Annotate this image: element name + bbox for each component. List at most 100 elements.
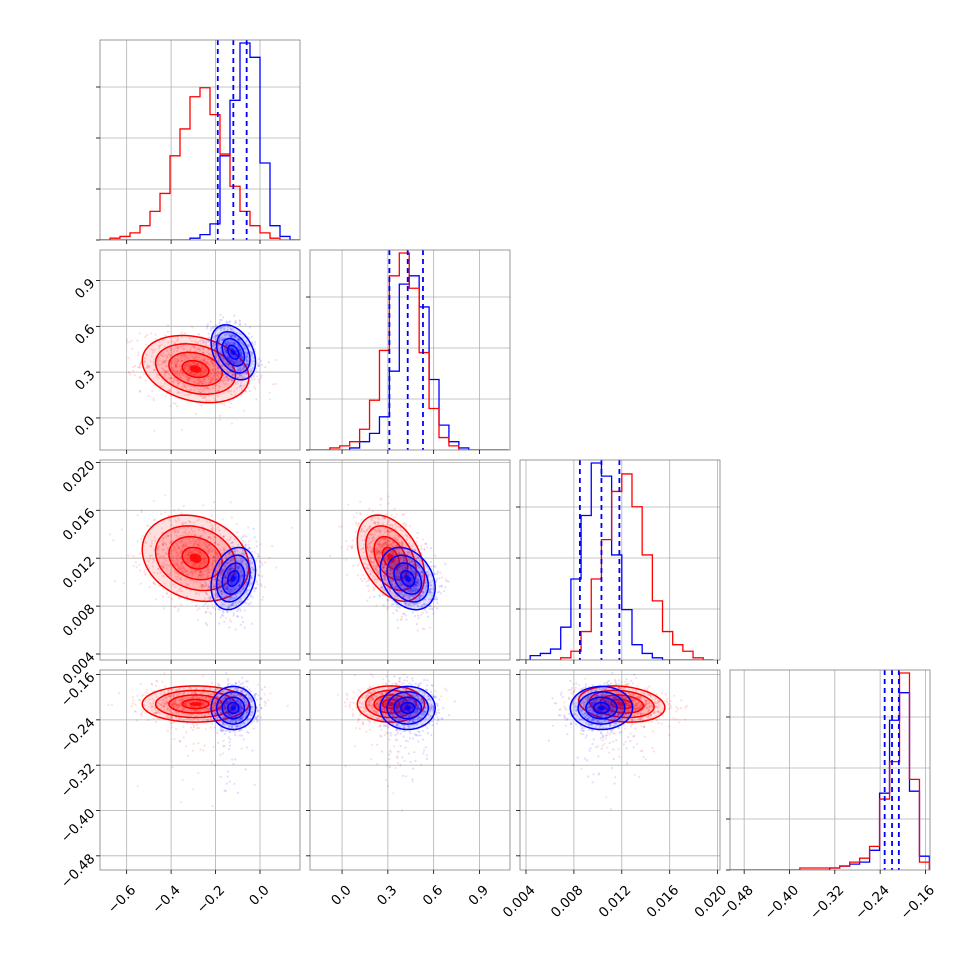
red-sample-point xyxy=(180,354,183,357)
blue-sample-point xyxy=(230,334,234,337)
red-sample-point xyxy=(410,576,413,580)
blue-sample-point xyxy=(223,564,226,568)
red-sample-point xyxy=(153,368,156,371)
blue-sample-point xyxy=(234,628,237,631)
red-sample-point xyxy=(182,543,185,546)
red-sample-point xyxy=(174,530,177,533)
red-sample-point xyxy=(179,576,183,579)
blue-sample-point xyxy=(233,342,236,345)
red-sample-point xyxy=(400,556,403,559)
blue-sample-point xyxy=(231,334,234,337)
red-sample-point xyxy=(400,618,403,621)
blue-sample-point xyxy=(230,353,233,356)
hist-panel-0 xyxy=(96,39,301,244)
red-sample-point xyxy=(200,585,204,588)
blue-sample-point xyxy=(247,343,250,346)
red-sample-point xyxy=(382,542,386,546)
red-sample-point xyxy=(180,549,183,552)
red-sample-point xyxy=(373,575,376,578)
red-sample-point xyxy=(185,532,188,535)
blue-sample-point xyxy=(244,323,247,326)
red-sample-point xyxy=(424,580,427,583)
blue-sample-point xyxy=(219,326,223,329)
red-sample-point xyxy=(260,561,263,564)
blue-sample-point xyxy=(411,589,414,593)
blue-sample-point xyxy=(232,583,235,586)
blue-sample-point xyxy=(250,360,253,363)
blue-sample-point xyxy=(237,338,240,341)
blue-sample-point xyxy=(226,587,229,590)
blue-sample-point xyxy=(212,342,215,345)
red-sample-point xyxy=(219,572,223,575)
blue-sample-point xyxy=(232,614,235,617)
red-sample-point xyxy=(262,596,265,599)
red-sample-point xyxy=(173,560,176,563)
blue-sample-point xyxy=(201,341,204,344)
red-sample-point xyxy=(251,566,254,569)
red-sample-point xyxy=(205,387,208,390)
red-sample-point xyxy=(186,363,189,366)
blue-sample-point xyxy=(238,607,241,610)
red-sample-point xyxy=(404,533,407,537)
red-sample-point xyxy=(421,570,424,573)
blue-sample-point xyxy=(218,321,221,324)
red-sample-point xyxy=(210,527,213,530)
red-sample-point xyxy=(394,525,398,528)
blue-sample-point xyxy=(223,333,226,336)
red-sample-point xyxy=(199,380,202,383)
blue-sample-point xyxy=(202,573,205,576)
red-sample-point xyxy=(193,385,196,388)
blue-sample-point xyxy=(239,579,242,582)
blue-sample-point xyxy=(212,374,216,377)
red-sample-point xyxy=(360,535,363,538)
red-sample-point xyxy=(386,606,389,609)
red-sample-point xyxy=(214,379,217,382)
blue-sample-point xyxy=(230,559,233,562)
red-sample-point xyxy=(246,386,249,389)
red-sample-point xyxy=(215,557,218,561)
blue-sample-point xyxy=(228,334,231,337)
red-sample-point xyxy=(177,568,180,571)
red-sample-point xyxy=(150,348,153,351)
red-sample-point xyxy=(193,380,196,383)
red-sample-point xyxy=(195,387,198,390)
red-sample-point xyxy=(397,575,400,578)
blue-sample-point xyxy=(228,357,232,360)
red-sample-point xyxy=(375,548,378,551)
blue-sample-point xyxy=(245,356,248,359)
red-sample-point xyxy=(182,534,185,537)
red-sample-point xyxy=(173,369,176,372)
red-sample-point xyxy=(224,557,227,560)
red-sample-point xyxy=(185,582,188,586)
red-sample-point xyxy=(176,385,179,388)
blue-sample-point xyxy=(219,313,222,316)
blue-sample-point xyxy=(239,355,242,358)
red-sample-point xyxy=(202,368,205,371)
red-sample-point xyxy=(176,544,179,548)
red-sample-point xyxy=(181,566,184,569)
red-sample-point xyxy=(162,561,165,565)
red-sample-point xyxy=(407,553,410,556)
red-sample-point xyxy=(138,365,141,369)
blue-sample-point xyxy=(236,550,239,553)
blue-sample-point xyxy=(235,603,238,607)
red-sample-point xyxy=(169,377,172,380)
blue-sample-point xyxy=(227,597,230,600)
red-sample-point xyxy=(386,559,389,562)
red-sample-point xyxy=(245,372,248,376)
red-sample-point xyxy=(374,521,377,524)
blue-sample-point xyxy=(248,547,251,551)
red-sample-point xyxy=(379,497,382,500)
red-sample-point xyxy=(179,587,182,590)
red-sample-point xyxy=(381,543,384,547)
red-sample-point xyxy=(163,354,166,357)
blue-sample-point xyxy=(212,606,215,609)
red-sample-point xyxy=(169,541,172,545)
red-sample-point xyxy=(211,529,215,532)
red-sample-point xyxy=(371,537,374,540)
red-sample-point xyxy=(230,335,234,338)
blue-sample-point xyxy=(230,586,233,589)
blue-sample-point xyxy=(239,360,242,363)
blue-sample-point xyxy=(225,362,228,365)
red-sample-point xyxy=(215,551,218,555)
